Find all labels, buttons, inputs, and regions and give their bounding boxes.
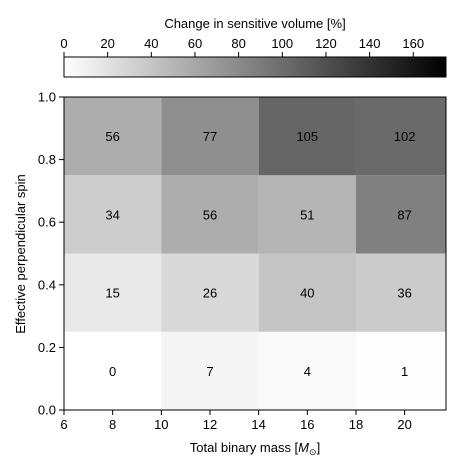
y-axis-label: Effective perpendicular spin [13, 174, 28, 333]
cell-value-label: 40 [300, 286, 314, 301]
cell-value-label: 7 [206, 364, 213, 379]
heatmap-cell [355, 331, 446, 410]
cell-value-label: 0 [109, 364, 116, 379]
heatmap-cell [355, 175, 446, 254]
cell-value-label: 36 [397, 286, 411, 301]
heatmap-cell [64, 331, 162, 410]
cell-value-label: 1 [401, 364, 408, 379]
cell-value-label: 4 [304, 364, 311, 379]
heatmap-cells [64, 97, 446, 410]
colorbar-tick-label: 60 [188, 36, 202, 51]
heatmap-cell [258, 331, 356, 410]
colorbar-ticks: 0 20 40 60 80 100 120 140 160 [60, 36, 424, 57]
y-tick-label: 0.6 [38, 215, 56, 230]
x-tick-label: 6 [60, 417, 67, 432]
heatmap-cell [258, 253, 356, 332]
colorbar-tick-label: 140 [359, 36, 381, 51]
x-tick-label: 10 [154, 417, 168, 432]
x-axis-ticks: 6 8 10 12 14 16 18 20 [60, 410, 412, 432]
heatmap-cell [161, 175, 259, 254]
y-tick-label: 0.0 [38, 403, 56, 418]
x-tick-label: 14 [251, 417, 265, 432]
colorbar-tick-label: 80 [231, 36, 245, 51]
y-tick-label: 0.8 [38, 152, 56, 167]
heatmap-cell [355, 253, 446, 332]
heatmap-cell [161, 97, 259, 176]
y-tick-label: 0.4 [38, 277, 56, 292]
heatmap-cell [161, 331, 259, 410]
colorbar-tick-label: 0 [60, 36, 67, 51]
heatmap-cell [64, 97, 162, 176]
heatmap-cell [64, 175, 162, 254]
x-axis-label: Total binary mass [M⊙] [190, 440, 320, 457]
cell-value-label: 77 [203, 129, 217, 144]
x-tick-label: 20 [397, 417, 411, 432]
y-axis-ticks: 0.0 0.2 0.4 0.6 0.8 1.0 [38, 90, 64, 418]
heatmap-cell [258, 97, 356, 176]
x-tick-label: 16 [300, 417, 314, 432]
y-tick-label: 1.0 [38, 90, 56, 105]
heatmap-cell [355, 97, 446, 176]
cell-value-label: 15 [105, 286, 119, 301]
colorbar-label: Change in sensitive volume [%] [164, 16, 345, 31]
heatmap-cell [64, 253, 162, 332]
x-tick-label: 8 [109, 417, 116, 432]
colorbar-tick-label: 40 [144, 36, 158, 51]
colorbar-tick-label: 20 [100, 36, 114, 51]
plot-frame [63, 96, 447, 411]
colorbar-tick-label: 100 [271, 36, 293, 51]
cell-value-label: 87 [397, 207, 411, 222]
cell-value-label: 56 [105, 129, 119, 144]
colorbar [63, 56, 447, 78]
x-tick-label: 18 [349, 417, 363, 432]
cell-value-label: 105 [296, 129, 318, 144]
cell-labels: 0 7 4 1 15 26 40 36 34 56 51 87 56 77 105 102 [105, 129, 415, 379]
cell-value-label: 26 [203, 286, 217, 301]
cell-value-label: 56 [203, 207, 217, 222]
heatmap-cell [258, 175, 356, 254]
cell-value-label: 34 [105, 207, 119, 222]
heatmap-cell [161, 253, 259, 332]
cell-value-label: 102 [394, 129, 416, 144]
x-tick-label: 12 [203, 417, 217, 432]
colorbar-tick-label: 160 [402, 36, 424, 51]
colorbar-tick-label: 120 [315, 36, 337, 51]
cell-value-label: 51 [300, 207, 314, 222]
y-tick-label: 0.2 [38, 340, 56, 355]
